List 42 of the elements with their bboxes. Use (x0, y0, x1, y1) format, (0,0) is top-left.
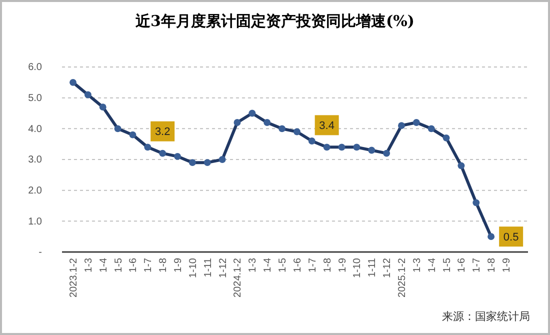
x-tick-label: 1-8 (322, 258, 334, 272)
y-tick-label: - (38, 247, 42, 258)
x-tick-label: 2024.1-2 (232, 258, 244, 298)
x-tick-label: 1-5 (113, 258, 124, 272)
x-tick-label: 1-11 (202, 258, 214, 278)
x-tick-label: 1-4 (426, 258, 438, 272)
x-tick-label: 1-6 (456, 258, 468, 272)
data-label: 3.2 (154, 126, 170, 138)
y-tick-label: 4.0 (28, 124, 42, 135)
y-tick-label: 1.0 (28, 216, 42, 228)
y-tick-label: 3.0 (28, 154, 42, 166)
x-tick-label: 1-11 (367, 258, 378, 278)
x-tick-label: 1-3 (412, 258, 423, 272)
x-tick-label: 1-6 (292, 258, 304, 272)
x-tick-label: 1-10 (352, 258, 364, 278)
y-tick-label: 5.0 (28, 93, 42, 104)
x-tick-label: 1-9 (502, 258, 512, 272)
x-tick-label: 1-12 (382, 258, 394, 278)
x-tick-label: 1-5 (278, 258, 289, 272)
data-label: 3.4 (319, 120, 334, 132)
x-tick-label: 1-3 (83, 258, 94, 272)
x-tick-label: 1-8 (158, 258, 170, 272)
chart-title: 近3年月度累计固定资产投资同比增速(%) (134, 12, 414, 30)
x-tick-label: 1-4 (262, 258, 274, 272)
x-tick-label: 1-7 (307, 258, 318, 272)
y-tick-label: 6.0 (28, 62, 42, 74)
x-tick-label: 1-12 (218, 258, 229, 278)
data-label: 0.5 (503, 231, 519, 244)
x-tick-label: 1-8 (486, 258, 498, 272)
x-tick-label: 1-6 (128, 258, 140, 272)
x-tick-label: 2025.1-2 (396, 258, 408, 298)
x-tick-label: 1-3 (248, 258, 259, 272)
x-tick-label: 1-10 (188, 258, 199, 278)
x-tick-label: 1-7 (472, 258, 483, 272)
x-tick-label: 1-5 (442, 258, 453, 272)
y-tick-label: 2.0 (28, 186, 42, 197)
x-tick-label: 1-4 (98, 258, 110, 272)
x-tick-label: 1-7 (143, 258, 154, 272)
x-tick-label: 1-9 (173, 258, 184, 272)
source-note: 来源：国家统计局 (442, 310, 530, 323)
x-tick-label: 2023.1-2 (68, 258, 80, 298)
x-tick-label: 1-9 (337, 258, 348, 272)
